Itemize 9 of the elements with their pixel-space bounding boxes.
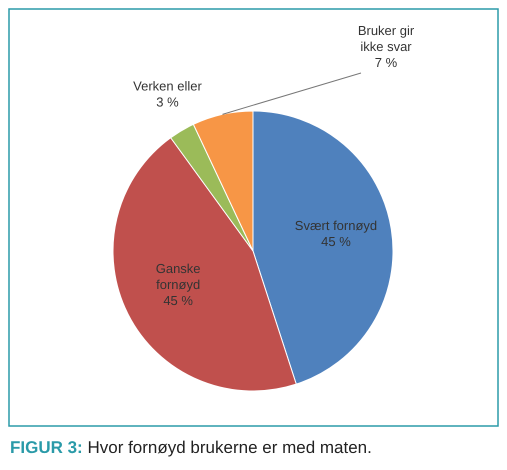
slice-label: Ganske fornøyd: [156, 261, 201, 292]
data-label: 45 %: [163, 293, 194, 308]
data-label: 45 %: [321, 234, 352, 249]
text: FIGUR 3: Hvor fornøyd brukerne er med maten.: [10, 438, 372, 457]
data-label: 3 %: [156, 94, 180, 110]
data-label: 7 %: [374, 55, 398, 70]
slice-label: Verken eller: [133, 78, 202, 94]
slice-label: Svært fornøyd: [294, 218, 378, 233]
slice-label: Bruker gir ikke svar: [358, 23, 415, 54]
